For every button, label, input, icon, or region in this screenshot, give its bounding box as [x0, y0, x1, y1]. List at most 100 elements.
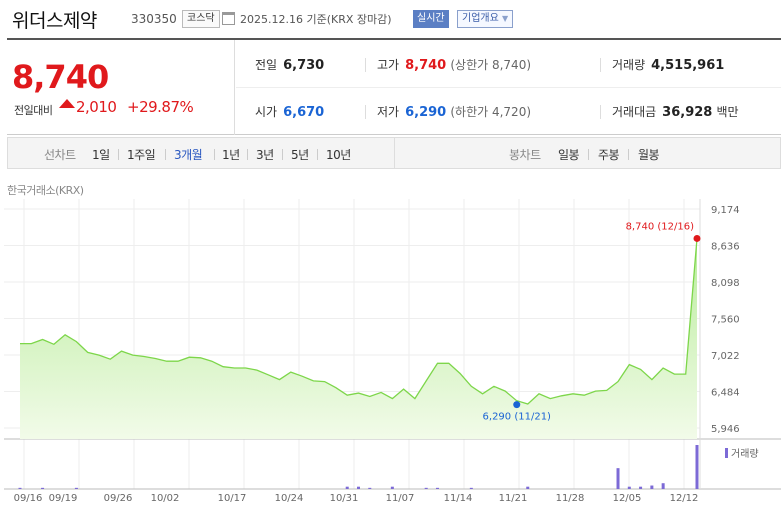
volume-bar — [661, 483, 665, 489]
period-3m[interactable]: 3개월 — [174, 148, 203, 162]
chart-marks: 8,740 (12/16) 6,290 (11/21) — [483, 221, 701, 423]
up-arrow-icon — [59, 99, 75, 108]
stock-header: 위더스제약 330350 코스닥 2025.12.16 기준(KRX 장마감) … — [0, 0, 781, 38]
volume-bar — [526, 486, 530, 489]
stock-name: 위더스제약 — [12, 10, 97, 32]
divider — [628, 149, 629, 160]
volume-bar — [469, 487, 473, 489]
reference-date: 2025.12.16 기준(KRX 장마감) — [240, 13, 392, 26]
price-area — [20, 238, 697, 439]
period-10y[interactable]: 10년 — [326, 148, 351, 162]
divider — [118, 149, 119, 160]
volume-bar — [616, 468, 620, 489]
volume-bar — [695, 445, 699, 489]
candle-daily[interactable]: 일봉 — [558, 148, 580, 162]
volume-label: 거래량 — [612, 58, 646, 72]
x-tick-label: 11/07 — [386, 493, 415, 504]
candle-monthly[interactable]: 월봉 — [638, 148, 660, 162]
volume-bar — [390, 486, 394, 489]
market-badge: 코스닥 — [182, 10, 220, 28]
company-overview-dropdown[interactable]: 기업개요 ▼ — [457, 10, 514, 28]
volume-bar — [74, 487, 78, 489]
open-value: 6,670 — [283, 105, 325, 120]
volume-bar — [650, 485, 654, 489]
divider — [600, 105, 601, 119]
row-divider — [236, 87, 781, 88]
candle-chart-label[interactable]: 봉차트 — [509, 148, 541, 162]
volume-legend-swatch — [725, 448, 728, 458]
high-value: 8,740 — [405, 58, 447, 73]
x-tick-label: 10/24 — [275, 493, 304, 504]
y-tick-label: 7,022 — [711, 351, 740, 362]
divider — [282, 149, 283, 160]
x-tick-label: 12/12 — [670, 493, 699, 504]
volume-bar — [639, 486, 643, 489]
chart-toolbar: 선차트 1일 1주일 3개월 1년 3년 5년 10년 봉차트 일봉 주봉 월봉 — [7, 137, 781, 169]
y-tick-label: 8,636 — [711, 242, 740, 253]
price-panel: 8,740 전일대비 2,010 +29.87% — [7, 40, 235, 135]
chart-labels: 9,174 8,636 8,098 7,560 7,022 6,484 5,946 거래량 09… — [14, 205, 759, 504]
y-tick-label: 8,098 — [711, 278, 740, 289]
min-annotation: 6,290 (11/21) — [483, 412, 552, 423]
y-tick-label: 5,946 — [711, 424, 740, 435]
volume-bar — [627, 486, 631, 489]
divider — [365, 58, 366, 72]
exchange-label: 한국거래소(KRX) — [7, 184, 84, 197]
volume-legend-label: 거래량 — [731, 448, 759, 460]
volume-bar — [424, 487, 428, 489]
line-chart-label[interactable]: 선차트 — [44, 148, 76, 162]
trade-value: 36,928 — [662, 105, 713, 120]
quote-summary: 8,740 전일대비 2,010 +29.87% 전일 6,730 고가 8,740… — [7, 38, 781, 135]
x-tick-label: 11/21 — [499, 493, 528, 504]
price-line — [20, 238, 698, 405]
upper-limit: (상한가 8,740) — [450, 58, 532, 72]
period-1y[interactable]: 1년 — [222, 148, 240, 162]
x-tick-label: 11/14 — [444, 493, 473, 504]
company-overview-label: 기업개요 — [462, 13, 499, 24]
volume-bar — [435, 487, 439, 489]
max-marker — [693, 234, 701, 242]
volume-cell: 거래량 4,515,961 — [612, 56, 724, 73]
open-cell: 시가 6,670 — [255, 103, 324, 120]
x-tick-label: 11/28 — [556, 493, 585, 504]
volume-value: 4,515,961 — [651, 58, 725, 73]
period-1w[interactable]: 1주일 — [127, 148, 156, 162]
change-label: 전일대비 — [14, 104, 53, 117]
current-price: 8,740 — [12, 58, 109, 96]
volume-bar — [41, 487, 45, 489]
stock-code: 330350 — [131, 12, 177, 26]
y-tick-label: 9,174 — [711, 205, 740, 216]
trade-value-unit: 백만 — [716, 105, 739, 119]
divider — [365, 105, 366, 119]
low-label: 저가 — [377, 105, 400, 119]
volume-bar — [368, 487, 372, 489]
chevron-down-icon: ▼ — [502, 14, 509, 23]
trade-value-label: 거래대금 — [612, 105, 657, 119]
x-tick-label: 09/19 — [49, 493, 78, 504]
price-chart[interactable]: 8,740 (12/16) 6,290 (11/21) 9,174 8,636 8,0… — [0, 195, 781, 518]
change-percent: +29.87% — [127, 98, 194, 116]
lower-limit: (하한가 4,720) — [450, 105, 532, 119]
prev-close-value: 6,730 — [283, 58, 325, 73]
prev-close-label: 전일 — [255, 58, 278, 72]
divider — [600, 58, 601, 72]
divider — [317, 149, 318, 160]
max-annotation: 8,740 (12/16) — [626, 221, 695, 232]
toolbar-divider — [394, 137, 395, 169]
period-5y[interactable]: 5년 — [291, 148, 309, 162]
period-1d[interactable]: 1일 — [92, 148, 110, 162]
chart-grid — [4, 199, 781, 490]
divider — [247, 149, 248, 160]
calendar-icon — [222, 12, 235, 25]
period-3y[interactable]: 3년 — [256, 148, 274, 162]
x-tick-label: 09/26 — [104, 493, 133, 504]
y-tick-label: 7,560 — [711, 315, 740, 326]
high-label: 고가 — [377, 58, 400, 72]
y-tick-label: 6,484 — [711, 388, 740, 399]
divider — [214, 149, 215, 160]
divider — [165, 149, 166, 160]
low-value: 6,290 — [405, 105, 447, 120]
realtime-button[interactable]: 실시간 — [413, 10, 449, 28]
candle-weekly[interactable]: 주봉 — [598, 148, 620, 162]
trade-value-cell: 거래대금 36,928 백만 — [612, 103, 739, 120]
